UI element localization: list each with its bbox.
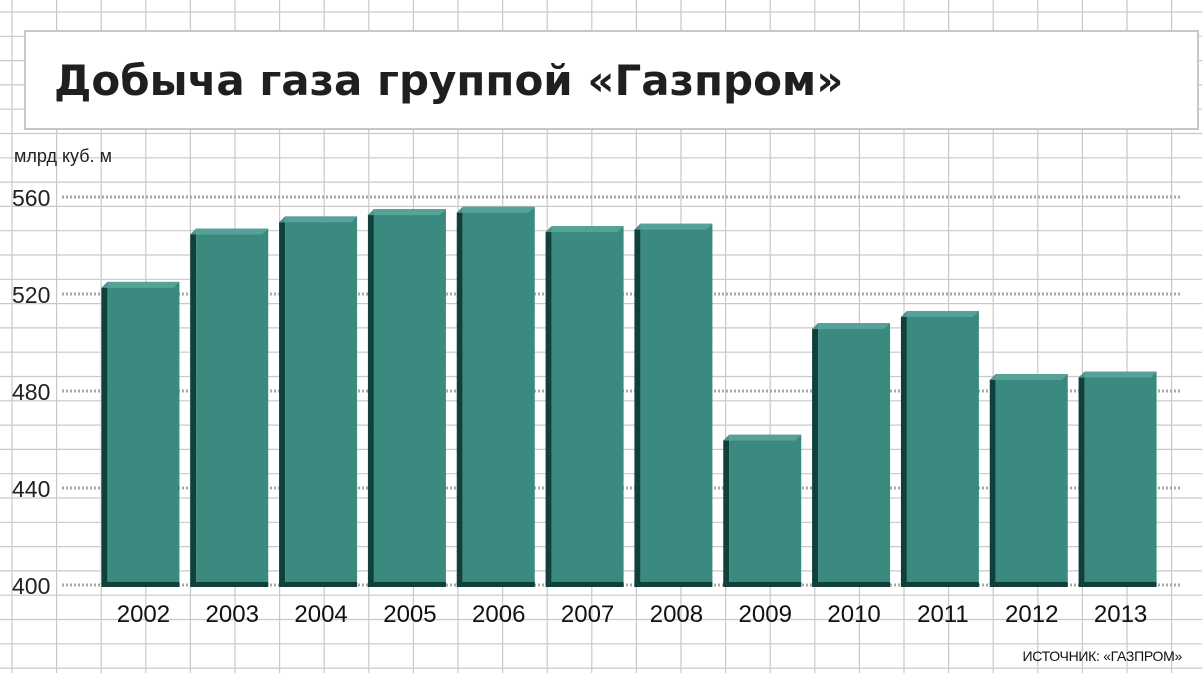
bar-group: 2010 bbox=[812, 323, 891, 628]
y-axis-unit-label: млрд куб. м bbox=[14, 146, 112, 166]
bar-top bbox=[101, 281, 180, 288]
bar-top bbox=[989, 374, 1068, 381]
bar-base bbox=[634, 582, 713, 587]
y-tick-label: 440 bbox=[12, 476, 50, 502]
bar-side bbox=[989, 374, 996, 585]
bar bbox=[640, 223, 713, 586]
bar-group: 2007 bbox=[545, 226, 624, 628]
bar-top bbox=[634, 223, 713, 230]
title-box: Добыча газа группой «Газпром» bbox=[24, 30, 1199, 130]
bar-base bbox=[989, 582, 1068, 587]
x-tick-label: 2002 bbox=[117, 601, 170, 628]
bar-group: 2013 bbox=[1078, 371, 1157, 628]
bar-top bbox=[190, 228, 269, 235]
x-tick-label: 2009 bbox=[739, 601, 792, 628]
bar bbox=[906, 310, 979, 585]
x-tick-label: 2008 bbox=[650, 601, 703, 628]
x-tick-label: 2011 bbox=[917, 601, 969, 628]
bar-base bbox=[1078, 582, 1157, 587]
bar bbox=[551, 226, 624, 585]
bar-group: 2008 bbox=[634, 223, 713, 628]
bar-side bbox=[279, 216, 286, 585]
bar-group: 2009 bbox=[723, 434, 802, 628]
bar bbox=[995, 374, 1068, 585]
x-tick-label: 2006 bbox=[472, 601, 525, 628]
bar-side bbox=[367, 209, 374, 585]
bar-top bbox=[723, 434, 802, 441]
bar-side bbox=[723, 434, 730, 585]
chart-title: Добыча газа группой «Газпром» bbox=[54, 56, 844, 105]
bar-group: 2004 bbox=[279, 216, 358, 628]
bar-base bbox=[545, 582, 624, 587]
bar bbox=[1084, 371, 1157, 585]
bar-base bbox=[367, 582, 446, 587]
x-tick-label: 2010 bbox=[827, 601, 880, 628]
y-tick-label: 400 bbox=[12, 573, 50, 599]
y-tick-label: 520 bbox=[12, 282, 50, 308]
bar-base bbox=[456, 582, 535, 587]
bar bbox=[196, 228, 269, 585]
bar-top bbox=[279, 216, 358, 223]
bar bbox=[285, 216, 358, 585]
x-tick-label: 2012 bbox=[1005, 601, 1058, 628]
bar bbox=[462, 206, 535, 585]
bar-base bbox=[101, 582, 180, 587]
bar-side bbox=[101, 281, 108, 585]
bar-side bbox=[900, 310, 907, 585]
bars: 2002 2003 2004 2005 2006 2007 2008 2009 2010 2011… bbox=[101, 206, 1157, 628]
bar-side bbox=[456, 206, 463, 585]
bar-top bbox=[545, 226, 624, 233]
x-tick-label: 2003 bbox=[206, 601, 259, 628]
x-tick-label: 2005 bbox=[383, 601, 436, 628]
bar-group: 2002 bbox=[101, 281, 180, 628]
bar-top bbox=[812, 323, 891, 330]
bar-group: 2005 bbox=[367, 209, 446, 628]
bar-top bbox=[367, 209, 446, 216]
bar-group: 2006 bbox=[456, 206, 535, 628]
bar-group: 2012 bbox=[989, 374, 1068, 628]
bar-base bbox=[279, 582, 358, 587]
bar bbox=[107, 281, 180, 585]
bar-base bbox=[812, 582, 891, 587]
bar-group: 2011 bbox=[900, 310, 979, 628]
y-tick-label: 560 bbox=[12, 185, 50, 211]
bar-side bbox=[190, 228, 197, 585]
bar-side bbox=[812, 323, 819, 585]
bar bbox=[373, 209, 446, 585]
bar-top bbox=[900, 310, 979, 317]
bar-base bbox=[190, 582, 269, 587]
x-tick-label: 2013 bbox=[1094, 601, 1147, 628]
x-tick-label: 2004 bbox=[294, 601, 347, 628]
bar-top bbox=[456, 206, 535, 213]
bar bbox=[729, 434, 802, 585]
bar bbox=[818, 323, 891, 585]
source-note: ИСТОЧНИК: «ГАЗПРОМ» bbox=[1022, 648, 1183, 664]
bar-side bbox=[1078, 371, 1085, 585]
bar-base bbox=[900, 582, 979, 587]
bar-side bbox=[545, 226, 552, 585]
bar-top bbox=[1078, 371, 1157, 378]
bar-group: 2003 bbox=[190, 228, 269, 628]
bar-base bbox=[723, 582, 802, 587]
y-tick-label: 480 bbox=[12, 379, 50, 405]
x-tick-label: 2007 bbox=[561, 601, 614, 628]
bar-side bbox=[634, 223, 641, 586]
